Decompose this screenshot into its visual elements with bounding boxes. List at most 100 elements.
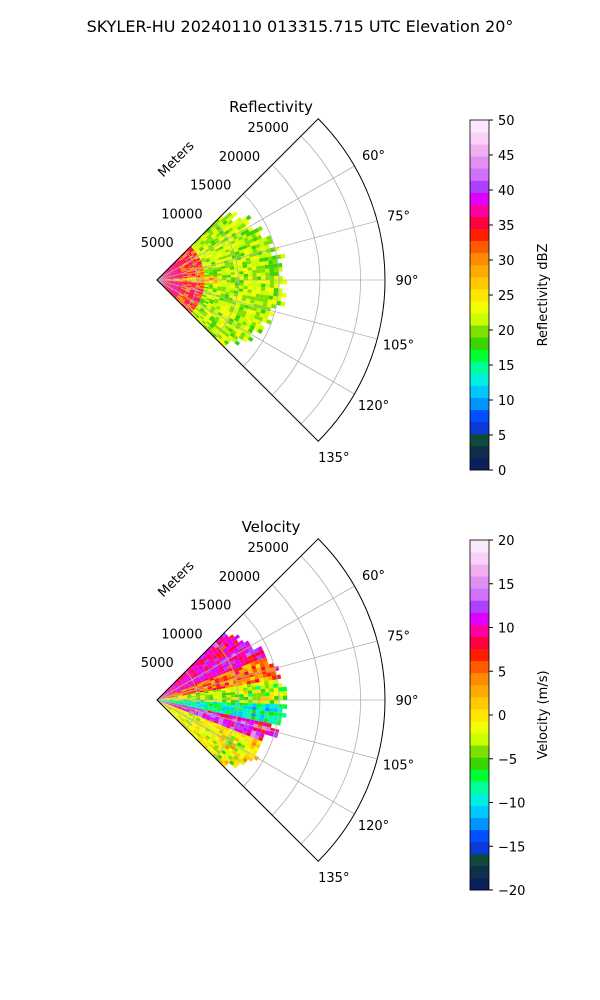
echo-cell	[180, 710, 185, 714]
echo-cell	[210, 250, 216, 254]
echo-cell	[246, 263, 252, 268]
echo-cell	[169, 275, 175, 278]
colorbar-tick-label: 50	[498, 114, 515, 129]
echo-cell	[219, 332, 225, 338]
echo-cell	[262, 722, 268, 727]
echo-cell	[217, 220, 223, 226]
colorbar-segment	[470, 829, 489, 843]
echo-cell	[198, 301, 204, 306]
colorbar-segment	[470, 144, 489, 157]
echo-cell	[256, 269, 261, 274]
colorbar-segment	[470, 409, 489, 423]
echo-cell	[161, 280, 166, 282]
echo-cell	[208, 703, 214, 706]
echo-cell	[222, 244, 228, 249]
echo-cell	[187, 276, 192, 278]
echo-cell	[218, 738, 224, 743]
reflectivity-panel: Reflectivity50001000015000200002500060°7…	[141, 98, 551, 479]
echo-cell	[224, 248, 230, 253]
echo-cell	[182, 253, 187, 258]
echo-cell	[238, 288, 244, 292]
echo-cell	[189, 710, 195, 714]
echo-cell	[247, 646, 254, 653]
echo-cell	[175, 711, 180, 715]
echo-cell	[170, 290, 175, 294]
echo-cell	[221, 342, 227, 348]
echo-cell	[191, 680, 197, 684]
echo-cell	[190, 306, 196, 311]
echo-cell	[243, 687, 248, 692]
echo-cell	[209, 330, 215, 336]
echo-cell	[176, 289, 181, 292]
echo-cell	[189, 265, 194, 269]
echo-cell	[217, 286, 222, 289]
echo-cell	[260, 272, 266, 277]
echo-cell	[207, 664, 213, 669]
colorbar-label: Reflectivity dBZ	[536, 244, 551, 347]
echo-cell	[216, 684, 221, 688]
echo-cell	[199, 705, 205, 709]
echo-cell	[165, 695, 170, 698]
echo-cell	[234, 724, 240, 730]
echo-cell	[225, 267, 231, 271]
echo-cell	[191, 705, 196, 708]
echo-cell	[256, 283, 262, 288]
echo-cell	[174, 711, 179, 716]
echo-cell	[183, 713, 188, 718]
echo-cell	[237, 739, 244, 744]
echo-cell	[256, 247, 262, 252]
echo-cell	[215, 638, 221, 644]
echo-cell	[242, 727, 249, 732]
echo-cell	[169, 702, 175, 705]
echo-cell	[160, 274, 164, 278]
echo-cell	[217, 702, 223, 705]
echo-cell	[214, 260, 220, 264]
echo-cell	[160, 282, 164, 286]
echo-cell	[226, 302, 232, 307]
echo-cell	[183, 254, 188, 259]
echo-cell	[214, 296, 220, 300]
echo-cell	[187, 252, 192, 257]
echo-cell	[204, 280, 210, 282]
echo-cell	[231, 732, 237, 738]
echo-cell	[249, 719, 255, 724]
echo-cell	[189, 290, 195, 294]
echo-cell	[224, 307, 230, 312]
echo-cell	[166, 688, 171, 692]
echo-cell	[197, 682, 203, 686]
echo-cell	[212, 709, 217, 713]
echo-cell	[186, 271, 192, 274]
echo-cell	[161, 278, 166, 280]
echo-cell	[260, 710, 265, 715]
echo-cell	[189, 720, 195, 724]
echo-cell	[247, 666, 253, 672]
echo-cell	[203, 310, 208, 316]
echo-cell	[204, 701, 210, 704]
echo-cell	[200, 249, 206, 253]
colorbar-segment	[470, 361, 489, 374]
echo-cell	[169, 711, 174, 715]
echo-cell	[214, 650, 220, 656]
echo-cell	[210, 295, 216, 299]
echo-cell	[224, 294, 230, 298]
echo-cell	[178, 280, 184, 282]
echo-cell	[199, 271, 205, 275]
echo-cell	[208, 288, 213, 292]
echo-cell	[247, 283, 253, 287]
echo-cell	[208, 270, 213, 273]
echo-cell	[231, 242, 237, 248]
echo-cell	[274, 275, 279, 280]
echo-cell	[161, 700, 166, 702]
echo-cell	[234, 658, 240, 663]
echo-cell	[181, 259, 186, 263]
echo-cell	[240, 241, 246, 247]
echo-cell	[221, 288, 226, 292]
echo-cell	[215, 232, 221, 238]
echo-cell	[165, 280, 171, 281]
echo-cell	[235, 734, 241, 740]
echo-cell	[194, 299, 200, 304]
echo-cell	[198, 721, 204, 726]
echo-cell	[232, 730, 238, 735]
colorbar-tick-label: 0	[498, 464, 506, 479]
echo-cell	[166, 688, 171, 692]
